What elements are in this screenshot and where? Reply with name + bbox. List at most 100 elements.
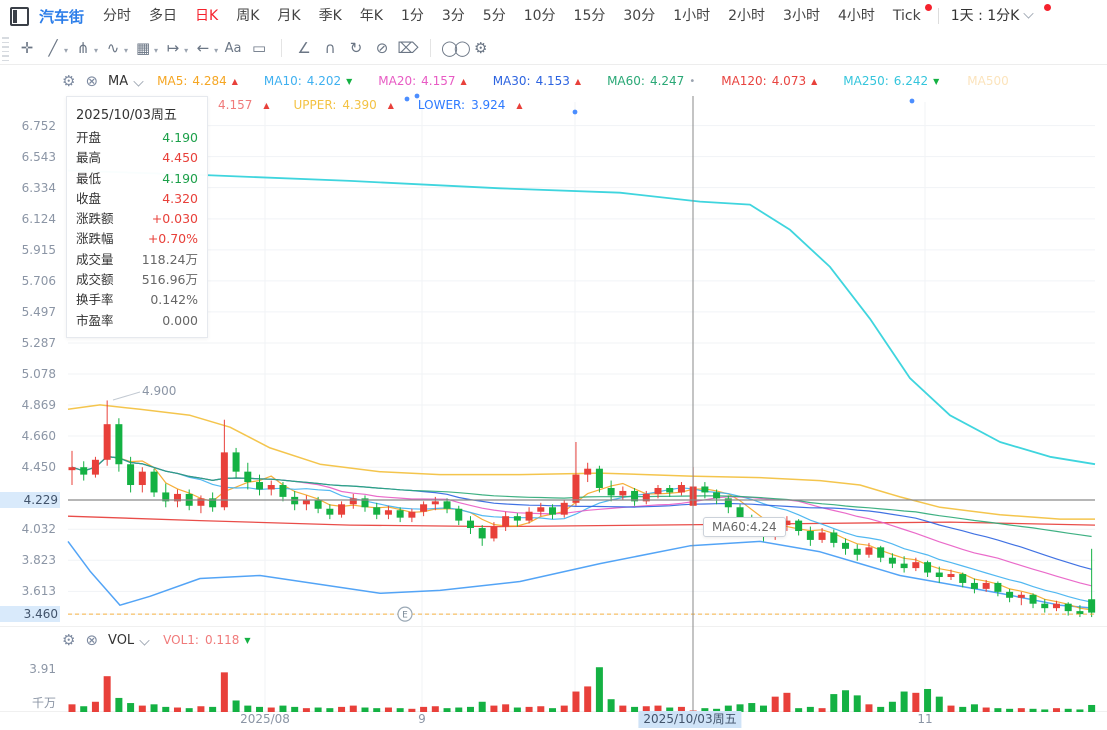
ma-indicator-name[interactable]: MA <box>108 73 129 89</box>
chevron-down-icon[interactable]: ▾ <box>124 45 129 55</box>
tooltip-row-label: 换手率 <box>76 292 114 308</box>
price-axis-label: 6.752 <box>21 119 56 133</box>
tooltip-row-value: 0.142% <box>150 292 198 308</box>
time-axis-label: 9 <box>418 712 426 726</box>
tab-季K[interactable]: 季K <box>318 8 342 24</box>
tooltip-row: 涨跌额 +0.030 <box>76 209 198 229</box>
ma-item-label: MA250: <box>843 74 889 88</box>
chevron-down-icon[interactable] <box>139 634 150 646</box>
vol1-value: 0.118 <box>204 633 240 647</box>
sync-drawings-icon[interactable]: ↻ <box>349 39 363 57</box>
tab-年K[interactable]: 年K <box>359 8 383 24</box>
tab-15分[interactable]: 15分 <box>573 8 606 24</box>
tab-日K[interactable]: 日K <box>195 8 219 24</box>
price-axis-label: 4.660 <box>21 429 56 443</box>
up-arrow-icon: ▲ <box>516 100 523 110</box>
move-tool-icon[interactable]: ✛ <box>20 39 34 57</box>
tab-30分[interactable]: 30分 <box>623 8 656 24</box>
vol-settings-gear-icon[interactable]: ⚙ <box>62 630 76 649</box>
tab-3分[interactable]: 3分 <box>441 8 465 24</box>
tab-1小时[interactable]: 1小时 <box>673 8 711 24</box>
tooltip-row: 市盈率 0.000 <box>76 311 198 331</box>
resolution-selector[interactable]: 1天 : 1分K <box>947 0 1052 32</box>
tab-5分[interactable]: 5分 <box>482 8 506 24</box>
tooltip-row-label: 市盈率 <box>76 312 114 328</box>
ma-item-value: 4.153 <box>535 74 570 88</box>
tab-周K[interactable]: 周K <box>236 8 260 24</box>
ma-item-value: 4.157 <box>421 74 456 88</box>
angle-tool-icon[interactable]: ∠ <box>297 39 311 57</box>
text-tool-icon[interactable]: Aa <box>224 40 242 56</box>
settings-icon[interactable]: ⚙ <box>473 39 488 57</box>
stock-name[interactable]: 汽车街 <box>39 7 85 26</box>
chevron-down-icon[interactable]: ▾ <box>154 45 159 55</box>
boll-lower-label: LOWER: <box>417 98 466 112</box>
tab-10分[interactable]: 10分 <box>523 8 556 24</box>
ma-item-value: 4.202 <box>306 74 342 88</box>
tab-3小时[interactable]: 3小时 <box>783 8 820 24</box>
ma-item-MA120[interactable]: MA120: 4.073 ▲ <box>721 74 817 88</box>
ma-item-label: MA120: <box>721 74 767 88</box>
ma-item-MA60[interactable]: MA60: 4.247 • <box>607 74 695 88</box>
tooltip-row-value: 118.24万 <box>141 251 198 267</box>
price-axis-label: 6.543 <box>21 150 56 164</box>
chevron-down-icon[interactable]: ▾ <box>214 45 219 55</box>
trend-line-tool-icon[interactable]: ╱ <box>48 39 58 57</box>
compare-icon[interactable]: ◯◯ <box>441 39 471 57</box>
tab-月K[interactable]: 月K <box>277 8 301 24</box>
pitchfork-tool-icon[interactable]: ⋔ <box>76 39 90 57</box>
ma-item-MA5[interactable]: MA5: 4.284 ▲ <box>157 74 238 88</box>
price-axis-label: 5.706 <box>21 274 56 288</box>
tab-2小时[interactable]: 2小时 <box>728 8 766 24</box>
tooltip-row-label: 最高 <box>76 150 102 166</box>
ma-item-MA30[interactable]: MA30: 4.153 ▲ <box>493 74 581 88</box>
delete-drawings-icon[interactable]: ⌦ <box>397 39 419 57</box>
ma-item-MA10[interactable]: MA10: 4.202 ▼ <box>264 74 352 88</box>
arrow-tool-icon[interactable]: ← <box>196 39 210 57</box>
boll-upper-value: 4.390 <box>342 98 377 112</box>
layout-panel-icon[interactable] <box>10 6 29 26</box>
tab-Tick[interactable]: Tick <box>884 0 932 32</box>
ma-settings-gear-icon[interactable]: ⚙ <box>62 71 76 90</box>
vol-close-icon[interactable]: ⊗ <box>85 630 99 649</box>
chevron-down-icon[interactable] <box>133 75 144 87</box>
tab-多日[interactable]: 多日 <box>149 8 178 24</box>
price-axis-label: 6.334 <box>21 181 56 195</box>
ma-item-MA20[interactable]: MA20: 4.157 ▲ <box>378 74 466 88</box>
ma-close-icon[interactable]: ⊗ <box>85 71 99 90</box>
price-axis-label: 5.287 <box>21 336 56 350</box>
vol-indicator-name[interactable]: VOL <box>108 632 135 648</box>
hide-drawings-icon[interactable]: ⊘ <box>375 39 389 57</box>
alert-dot <box>1044 4 1052 11</box>
volume-axis-unit: 千万 <box>31 696 56 710</box>
ma-item-value: 6.242 <box>893 74 929 88</box>
ma-indicator-row: ⚙ ⊗ MA MA5: 4.284 ▲ MA10: 4.202 ▼ MA20: 4.157 ▲ M… <box>62 68 1009 94</box>
up-arrow-icon: ▲ <box>387 100 394 110</box>
tab-分时[interactable]: 分时 <box>103 8 132 24</box>
comment-tool-icon[interactable]: ▭ <box>252 39 267 57</box>
tooltip-row-label: 收盘 <box>76 190 102 206</box>
pattern-tool-icon[interactable]: ▦ <box>135 39 151 57</box>
toolbar-drag-handle[interactable] <box>2 37 9 61</box>
tab-4小时[interactable]: 4小时 <box>837 8 875 24</box>
tabbar-separator <box>937 8 939 24</box>
tooltip-row: 开盘 4.190 <box>76 128 198 148</box>
up-arrow-icon: ▲ <box>574 76 582 86</box>
chevron-down-icon[interactable]: ▾ <box>64 45 69 55</box>
volume-indicator-row: ⚙ ⊗ VOL VOL1: 0.118 ▼ <box>62 628 251 652</box>
ohlc-tooltip: 2025/10/03周五 开盘 4.190 最高 4.450 最低 4.190 收盘 4.32… <box>66 96 208 338</box>
price-axis-label-highlight: 3.460 <box>0 606 60 622</box>
measure-tool-icon[interactable]: ↦ <box>166 39 180 57</box>
ma-item-MA250[interactable]: MA250: 6.242 ▼ <box>843 74 939 88</box>
boll-indicator-row: 4.157 ▲ UPPER: 4.390 ▲ LOWER: 3.924 ▲ <box>218 95 529 115</box>
wave-tool-icon[interactable]: ∿ <box>106 39 120 57</box>
price-axis-label: 5.497 <box>21 305 56 319</box>
ma-item-label: MA10: <box>263 74 302 88</box>
chevron-down-icon[interactable]: ▾ <box>184 45 189 55</box>
chevron-down-icon[interactable]: ▾ <box>94 45 99 55</box>
time-axis-label: 11 <box>917 712 933 726</box>
alert-dot <box>924 4 932 11</box>
tab-1分[interactable]: 1分 <box>400 8 424 24</box>
magnet-tool-icon[interactable]: ∩ <box>324 39 336 57</box>
